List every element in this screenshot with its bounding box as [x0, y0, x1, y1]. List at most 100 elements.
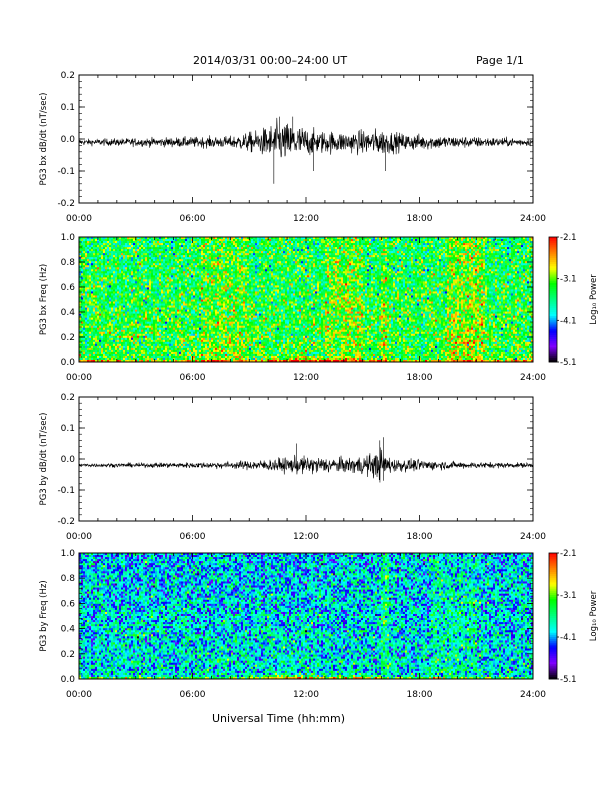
heatmap-cell	[89, 291, 91, 293]
heatmap-cell	[231, 271, 233, 273]
heatmap-cell	[219, 273, 221, 275]
heatmap-cell	[185, 306, 187, 308]
heatmap-cell	[199, 354, 201, 356]
heatmap-cell	[97, 344, 99, 346]
heatmap-cell	[95, 283, 97, 285]
heatmap-cell	[129, 334, 131, 336]
heatmap-cell	[141, 324, 143, 326]
heatmap-cell	[141, 283, 143, 285]
heatmap-cell	[109, 310, 111, 312]
heatmap-cell	[167, 326, 169, 328]
heatmap-cell	[133, 241, 135, 243]
heatmap-cell	[181, 326, 183, 328]
heatmap-cell	[175, 257, 177, 259]
heatmap-cell	[231, 358, 233, 360]
heatmap-cell	[165, 261, 167, 263]
heatmap-cell	[191, 247, 193, 249]
heatmap-cell	[131, 253, 133, 255]
heatmap-cell	[163, 358, 165, 360]
heatmap-cell	[171, 269, 173, 271]
heatmap-cell	[231, 263, 233, 265]
heatmap-cell	[217, 265, 219, 267]
heatmap-cell	[107, 304, 109, 306]
heatmap-cell	[107, 350, 109, 352]
heatmap-cell	[227, 340, 229, 342]
heatmap-cell	[233, 239, 235, 241]
heatmap-cell	[201, 291, 203, 293]
heatmap-cell	[139, 275, 141, 277]
heatmap-cell	[113, 318, 115, 320]
heatmap-cell	[195, 314, 197, 316]
heatmap-cell	[129, 316, 131, 318]
heatmap-cell	[149, 255, 151, 257]
heatmap-cell	[137, 263, 139, 265]
heatmap-cell	[89, 267, 91, 269]
heatmap-cell	[105, 273, 107, 275]
heatmap-cell	[207, 257, 209, 259]
heatmap-cell	[151, 300, 153, 302]
heatmap-cell	[129, 330, 131, 332]
heatmap-cell	[97, 295, 99, 297]
heatmap-cell	[139, 300, 141, 302]
heatmap-cell	[91, 332, 93, 334]
heatmap-cell	[185, 287, 187, 289]
heatmap-cell	[205, 300, 207, 302]
heatmap-cell	[139, 287, 141, 289]
heatmap-cell	[189, 287, 191, 289]
heatmap-cell	[117, 277, 119, 279]
heatmap-cell	[107, 334, 109, 336]
heatmap-cell	[221, 346, 223, 348]
heatmap-cell	[111, 344, 113, 346]
heatmap-cell	[101, 271, 103, 273]
heatmap-cell	[195, 354, 197, 356]
heatmap-cell	[107, 344, 109, 346]
heatmap-cell	[193, 304, 195, 306]
heatmap-cell	[167, 269, 169, 271]
heatmap-cell	[131, 289, 133, 291]
heatmap-cell	[137, 334, 139, 336]
heatmap-cell	[121, 243, 123, 245]
heatmap-cell	[139, 324, 141, 326]
heatmap-cell	[157, 245, 159, 247]
heatmap-cell	[187, 291, 189, 293]
heatmap-cell	[223, 249, 225, 251]
heatmap-cell	[103, 356, 105, 358]
heatmap-cell	[129, 340, 131, 342]
heatmap-cell	[99, 310, 101, 312]
heatmap-cell	[195, 306, 197, 308]
heatmap-cell	[129, 259, 131, 261]
heatmap-cell	[101, 295, 103, 297]
heatmap-cell	[191, 277, 193, 279]
heatmap-cell	[147, 344, 149, 346]
heatmap-cell	[109, 344, 111, 346]
heatmap-cell	[199, 249, 201, 251]
heatmap-cell	[207, 267, 209, 269]
heatmap-cell	[137, 318, 139, 320]
heatmap-cell	[171, 285, 173, 287]
heatmap-cell	[211, 255, 213, 257]
heatmap-cell	[121, 344, 123, 346]
heatmap-cell	[217, 348, 219, 350]
heatmap-cell	[199, 308, 201, 310]
heatmap-cell	[197, 297, 199, 299]
heatmap-cell	[177, 265, 179, 267]
heatmap-cell	[177, 358, 179, 360]
heatmap-cell	[107, 352, 109, 354]
heatmap-cell	[137, 348, 139, 350]
heatmap-cell	[97, 241, 99, 243]
heatmap-cell	[175, 283, 177, 285]
heatmap-cell	[131, 332, 133, 334]
heatmap-cell	[201, 312, 203, 314]
heatmap-cell	[225, 358, 227, 360]
heatmap-cell	[193, 253, 195, 255]
heatmap-cell	[217, 253, 219, 255]
heatmap-cell	[89, 239, 91, 241]
heatmap-cell	[165, 316, 167, 318]
heatmap-cell	[153, 245, 155, 247]
heatmap-cell	[131, 304, 133, 306]
heatmap-cell	[87, 293, 89, 295]
heatmap-cell	[231, 265, 233, 267]
heatmap-cell	[141, 306, 143, 308]
heatmap-cell	[169, 300, 171, 302]
heatmap-cell	[209, 326, 211, 328]
